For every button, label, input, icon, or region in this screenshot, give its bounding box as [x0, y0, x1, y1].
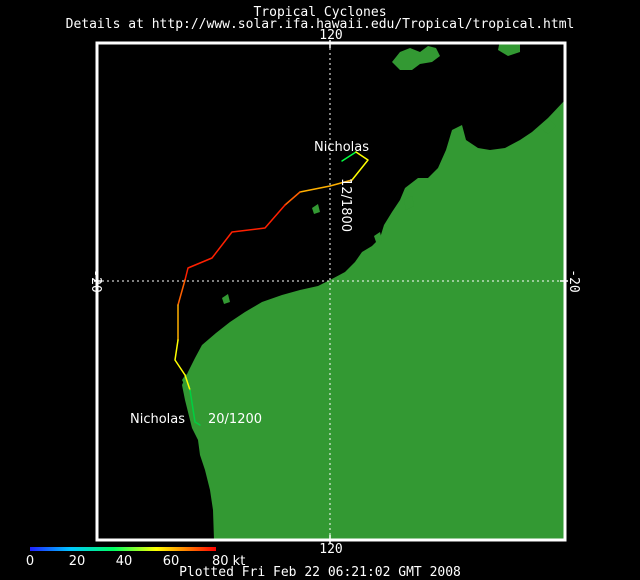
island-coast-2: [404, 196, 414, 210]
legend-tick-80: 80 kt: [212, 554, 245, 569]
storm-name-end: Nicholas: [130, 412, 185, 427]
cyclone-track: [174, 151, 369, 426]
legend-tick-60: 60: [163, 554, 180, 569]
plot-timestamp: Plotted Fri Feb 22 06:21:02 GMT 2008: [179, 565, 461, 580]
storm-name-start: Nicholas: [314, 140, 369, 155]
storm-end-time: 20/1200: [208, 412, 262, 427]
legend-tick-0: 0: [26, 554, 34, 569]
intensity-color-bar: [30, 547, 216, 551]
legend-tick-40: 40: [116, 554, 133, 569]
map-details-url: Details at http://www.solar.ifa.hawaii.e…: [65, 17, 575, 32]
lon-label-bottom: 120: [319, 542, 342, 557]
island-coast-4: [222, 294, 230, 304]
legend-tick-20: 20: [69, 554, 86, 569]
australia-landmass: [182, 100, 565, 540]
map-frame: [95, 41, 567, 542]
lat-label-right: -20: [566, 269, 581, 292]
lat-label-left: -20: [88, 269, 103, 292]
island-northeast: [498, 43, 520, 56]
lon-label-top: 120: [319, 28, 342, 43]
island-north: [392, 46, 440, 70]
island-coast-3: [374, 232, 382, 242]
island-coast-1: [540, 120, 556, 134]
island-coast-5: [312, 204, 320, 214]
storm-start-time: 12/1800: [338, 178, 353, 232]
map-title: Tropical Cyclones: [253, 5, 387, 20]
